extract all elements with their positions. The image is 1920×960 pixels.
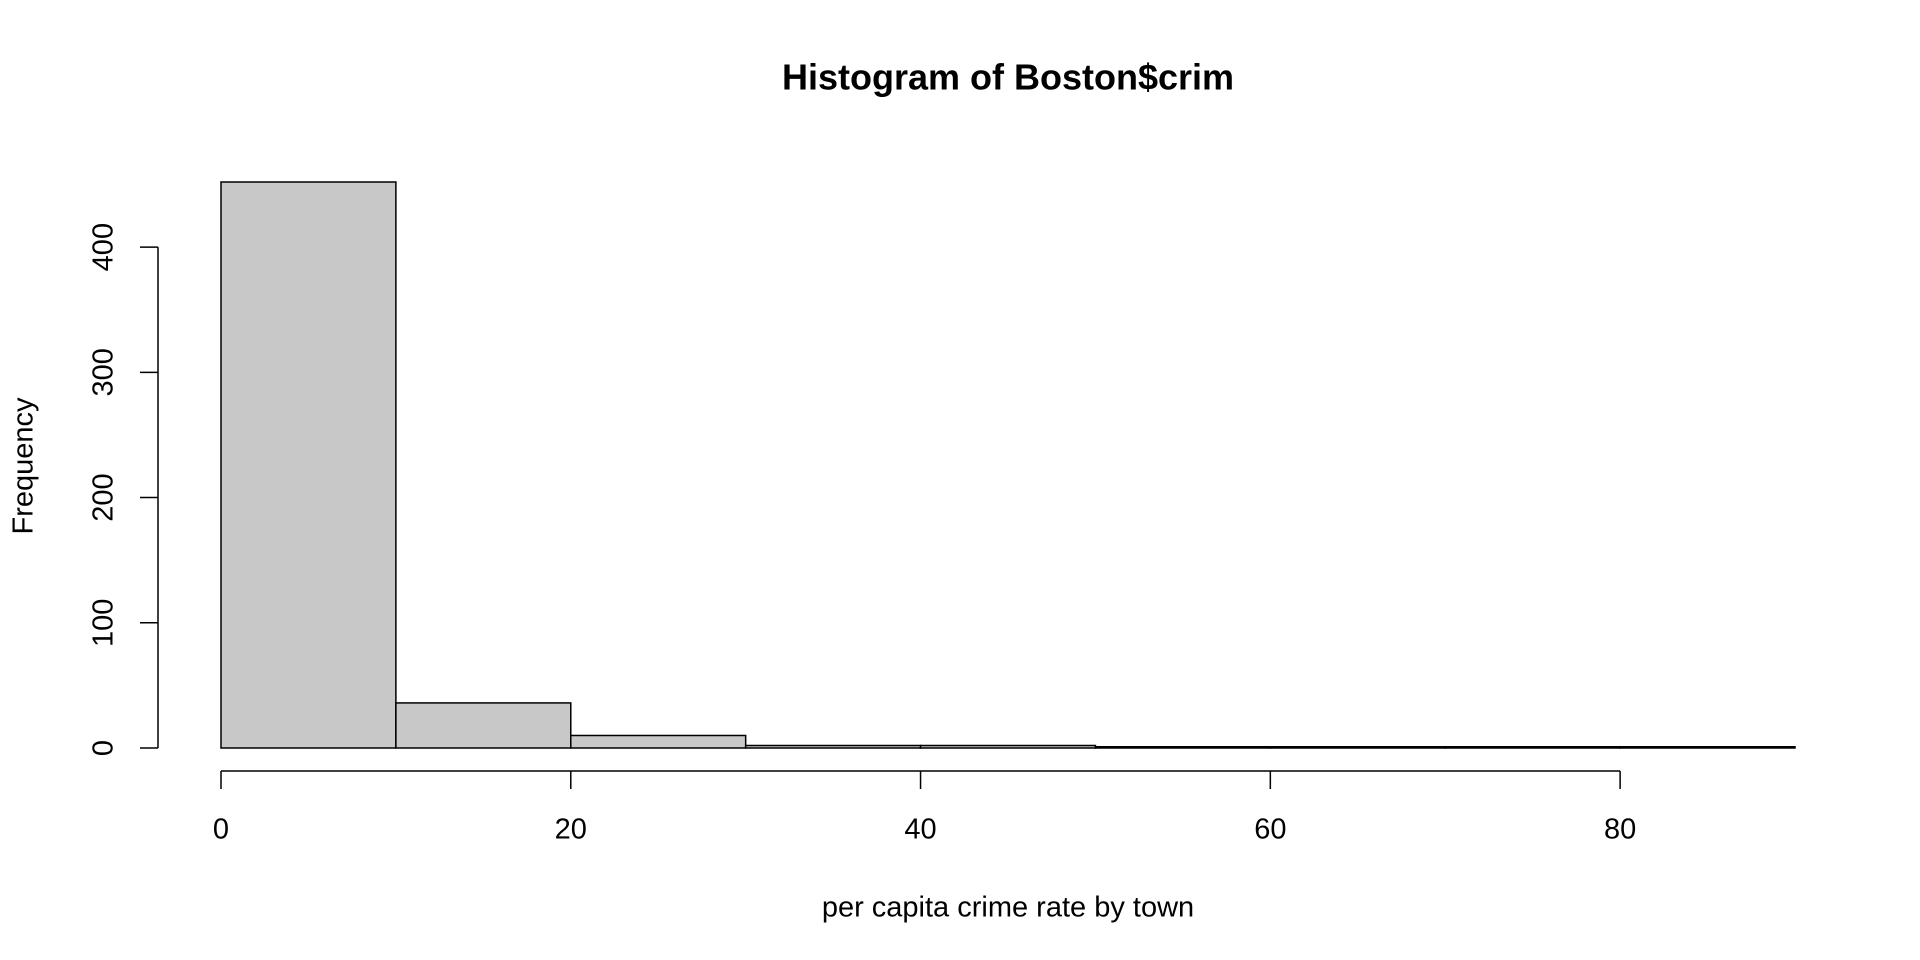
bar <box>1094 745 1272 749</box>
bar <box>744 744 922 749</box>
y-tick-label: 100 <box>88 599 120 647</box>
y-tick-label: 200 <box>88 473 120 521</box>
x-tick-label: 20 <box>555 814 587 846</box>
y-tick-label: 400 <box>88 223 120 271</box>
bar <box>570 734 747 749</box>
y-axis-label: Frequency <box>8 397 40 535</box>
bar <box>1269 745 1446 749</box>
bar <box>395 702 572 749</box>
bar <box>1619 745 1796 749</box>
bar <box>919 744 1097 749</box>
chart-title: Histogram of Boston$crim <box>782 57 1234 98</box>
bar <box>220 181 397 749</box>
x-tick-label: 60 <box>1254 814 1286 846</box>
x-axis-label: per capita crime rate by town <box>822 892 1194 924</box>
bar <box>1444 745 1621 749</box>
y-tick-label: 300 <box>88 348 120 396</box>
x-tick-label: 0 <box>213 814 229 846</box>
y-tick-label: 0 <box>88 740 120 756</box>
x-tick-label: 40 <box>904 814 936 846</box>
x-tick-label: 80 <box>1604 814 1636 846</box>
